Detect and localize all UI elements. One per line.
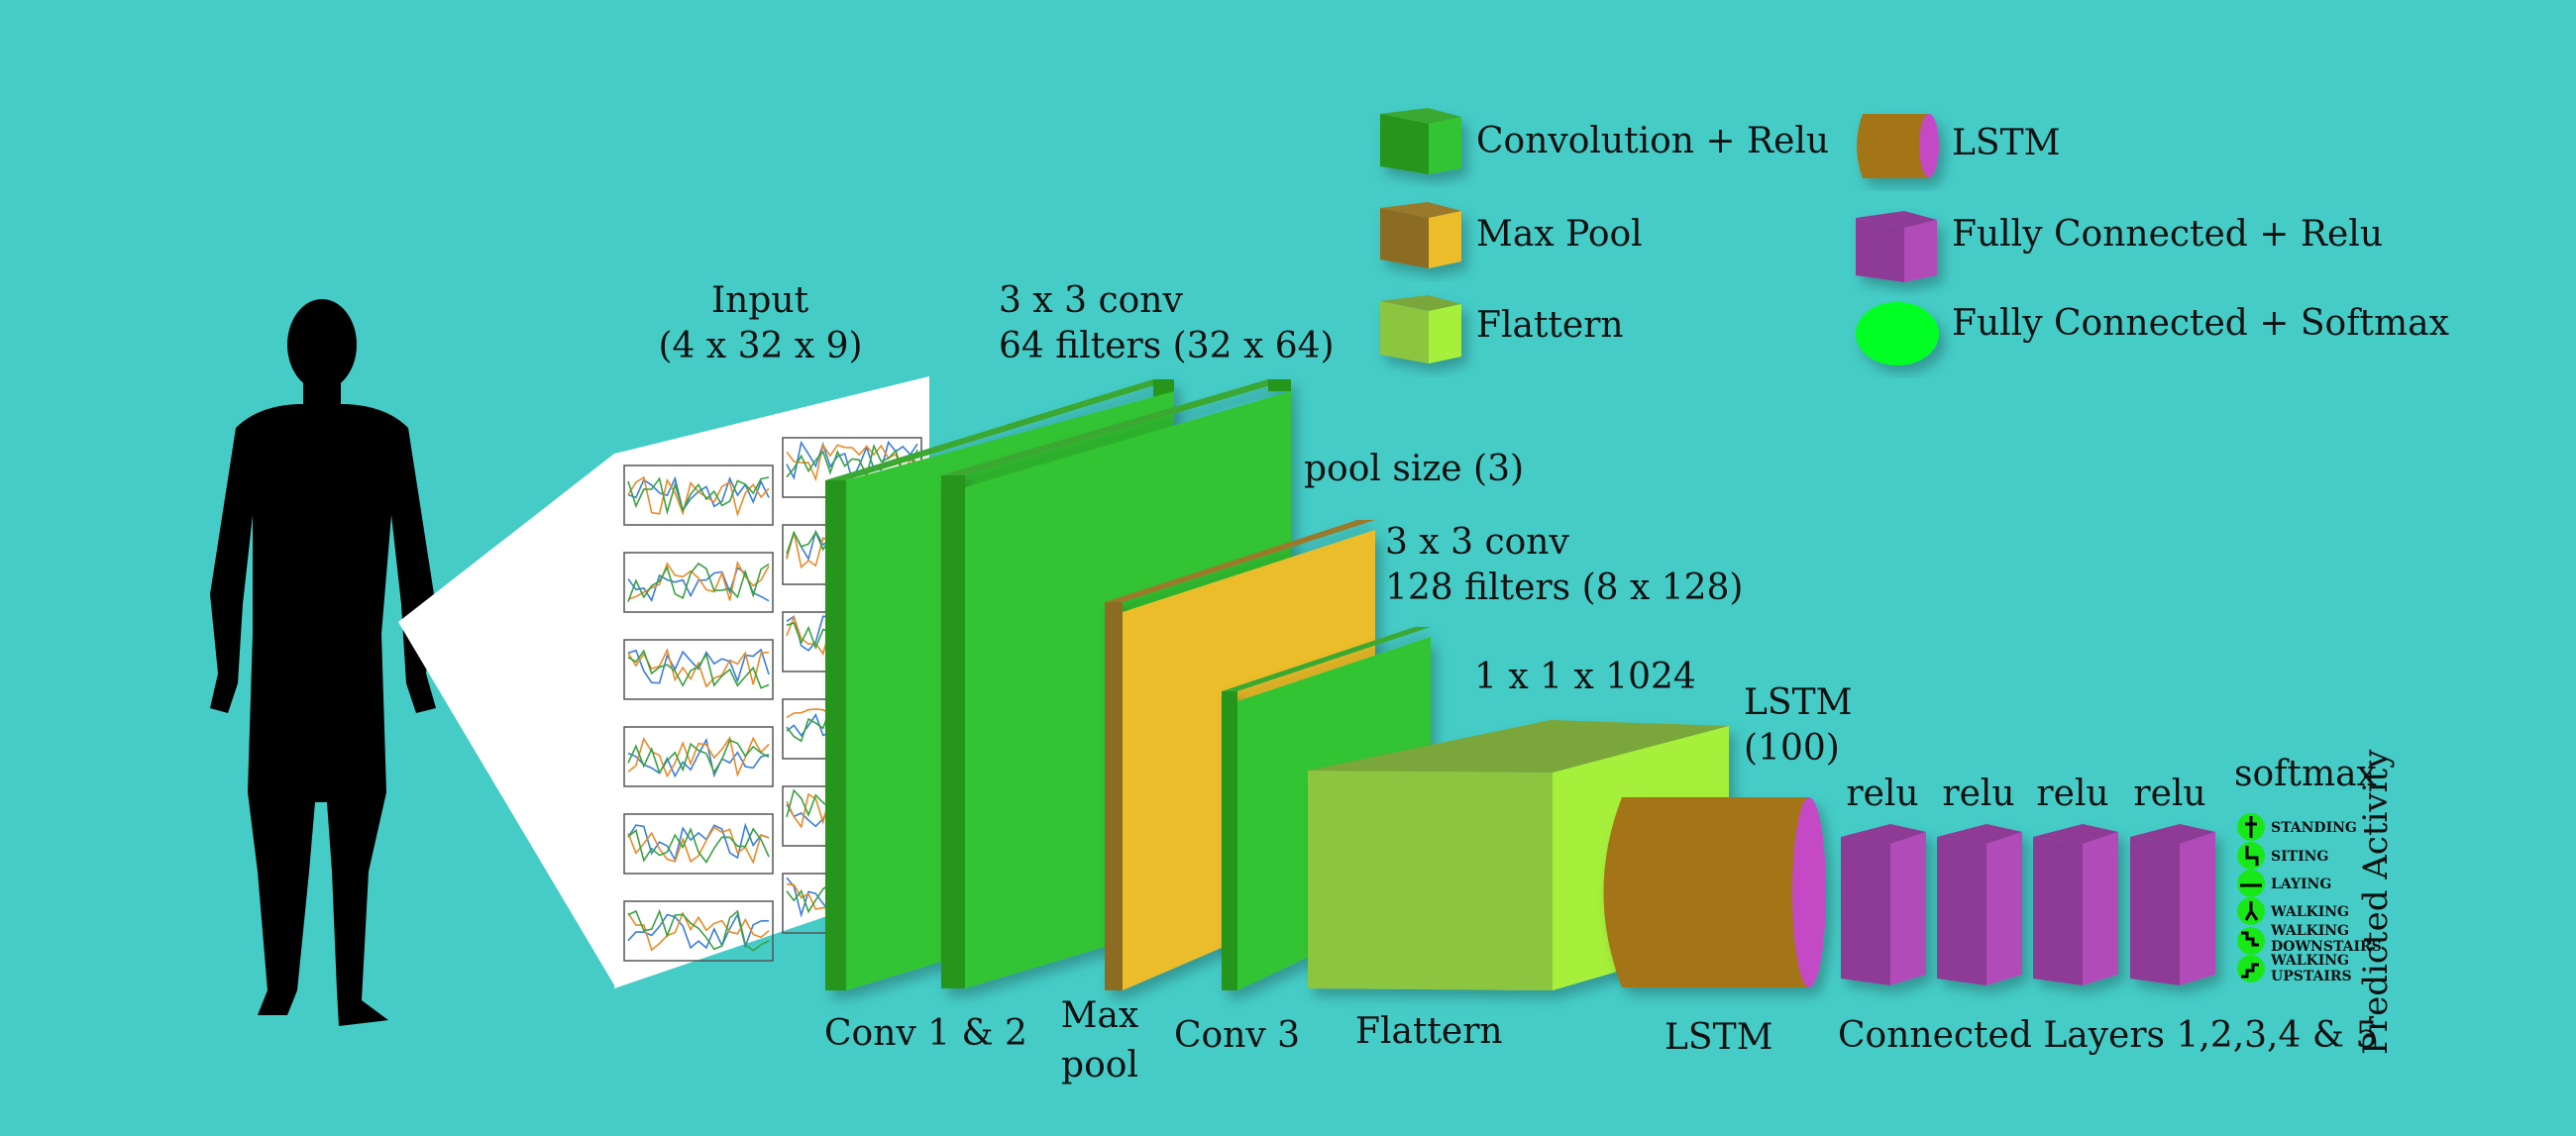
legend-fc-relu-label: Fully Connected + Relu: [1952, 214, 2384, 255]
fc-blocks: [1841, 824, 2215, 985]
softmax-label: softmax: [2234, 754, 2377, 794]
lstm-top-label-2: (100): [1744, 728, 1840, 769]
conv12-top-label-2: 64 filters (32 x 64): [999, 326, 1335, 366]
input-projection: [398, 454, 616, 988]
legend-maxpool-swatch: [1380, 202, 1461, 268]
lstm-top-label-1: LSTM: [1744, 682, 1853, 723]
maxpool-bottom-label-2: pool: [1061, 1045, 1138, 1085]
conv12-top-label-1: 3 x 3 conv: [999, 280, 1183, 321]
activity-label-walking-downstairs-2: DOWNSTAIRS: [2271, 939, 2382, 955]
activity-label-walking-upstairs-2: UPSTAIRS: [2271, 969, 2352, 984]
legend-conv-label: Convolution + Relu: [1476, 121, 1830, 161]
pool-size-label: pool size (3): [1304, 449, 1525, 489]
relu-label-4: relu: [2133, 774, 2206, 814]
fc-block-3: [2033, 824, 2118, 985]
legend-conv-swatch: [1380, 108, 1461, 174]
activity-list: STANDING SITING LAYING WALKING WALKING: [2237, 813, 2382, 984]
legend-flatten-swatch: [1380, 295, 1461, 363]
lstm-cylinder: [1603, 797, 1826, 987]
fc-block-1: [1841, 824, 1926, 985]
fc-block-2: [1937, 824, 2022, 985]
activity-sitting: SITING: [2237, 842, 2328, 870]
activity-label-laying: LAYING: [2271, 877, 2331, 892]
activity-label-walking-downstairs-1: WALKING: [2270, 923, 2349, 939]
predicted-activity-label-wrapper: Predicted Activity: [2356, 750, 2406, 1055]
legend-fc-relu-swatch: [1856, 211, 1937, 282]
activity-walking: WALKING: [2237, 897, 2349, 925]
legend-flatten-label: Flattern: [1476, 305, 1624, 346]
sitting-person-icon: [2237, 842, 2265, 870]
laying-person-icon: [2237, 870, 2265, 897]
legend-lstm-label: LSTM: [1952, 123, 2061, 163]
legend-swatches: [1380, 108, 1939, 365]
activity-walking-downstairs: WALKING DOWNSTAIRS: [2237, 923, 2382, 955]
fc-bottom-label: Connected Layers 1,2,3,4 & 5: [1838, 1015, 2379, 1056]
relu-label-2: relu: [1942, 774, 2015, 814]
conv12-bottom-label: Conv 1 & 2: [824, 1013, 1027, 1054]
activity-standing: STANDING: [2237, 813, 2357, 841]
activity-label-standing: STANDING: [2271, 820, 2357, 836]
activity-label-walking-upstairs-1: WALKING: [2270, 953, 2349, 969]
person-silhouette-icon: [210, 299, 436, 1026]
maxpool-bottom-label-1: Max: [1060, 995, 1139, 1036]
relu-label-1: relu: [1846, 774, 1919, 814]
lstm-bottom-label: LSTM: [1664, 1017, 1773, 1058]
walking-upstairs-icon: [2237, 955, 2265, 982]
predicted-activity-label: Predicted Activity: [2356, 749, 2396, 1055]
legend-fc-softmax-label: Fully Connected + Softmax: [1952, 303, 2449, 344]
conv3-top-label-1: 3 x 3 conv: [1385, 522, 1569, 563]
activity-label-sitting: SITING: [2271, 849, 2328, 865]
relu-label-3: relu: [2036, 774, 2109, 814]
walking-downstairs-icon: [2237, 927, 2265, 955]
conv3-bottom-label: Conv 3: [1174, 1015, 1301, 1056]
legend-lstm-swatch: [1857, 114, 1939, 178]
flatten-bottom-label: Flattern: [1355, 1011, 1503, 1052]
fc-block-4: [2130, 824, 2215, 985]
input-title: Input: [710, 280, 809, 321]
flatten-dims-label: 1 x 1 x 1024: [1474, 657, 1696, 697]
legend-fc-softmax-swatch: [1856, 302, 1939, 365]
legend-maxpool-label: Max Pool: [1476, 214, 1643, 255]
activity-laying: LAYING: [2237, 870, 2331, 897]
conv3-top-label-2: 128 filters (8 x 128): [1385, 568, 1744, 608]
input-dims: (4 x 32 x 9): [658, 326, 863, 366]
activity-label-walking: WALKING: [2270, 904, 2349, 920]
activity-walking-upstairs: WALKING UPSTAIRS: [2237, 953, 2352, 984]
